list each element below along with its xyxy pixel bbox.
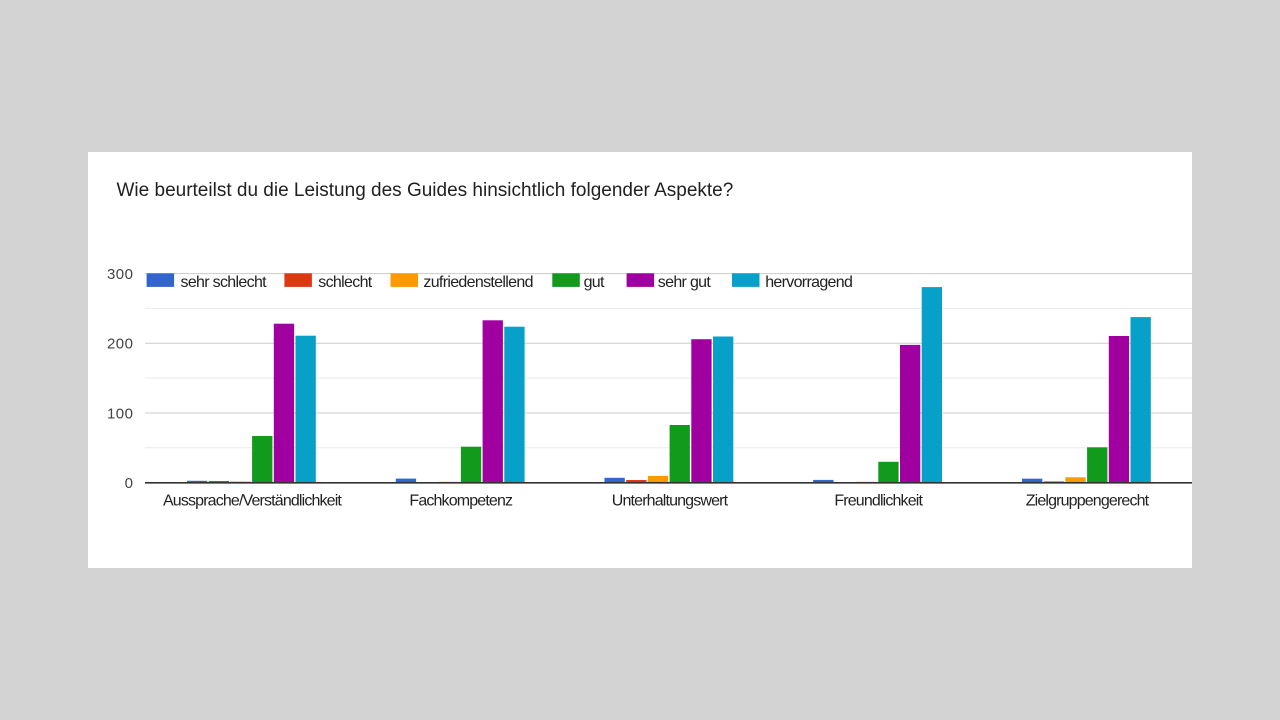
svg-text:Aussprache/Verständlichkeit: Aussprache/Verständlichkeit — [163, 492, 342, 509]
svg-text:schlecht: schlecht — [318, 273, 372, 290]
svg-text:zufriedenstellend: zufriedenstellend — [423, 273, 532, 290]
svg-text:200: 200 — [107, 335, 134, 352]
svg-text:sehr gut: sehr gut — [658, 273, 712, 290]
svg-text:gut: gut — [584, 273, 605, 290]
svg-text:Fachkompetenz: Fachkompetenz — [409, 492, 513, 509]
svg-text:sehr schlecht: sehr schlecht — [181, 273, 268, 290]
svg-text:Zielgruppengerecht: Zielgruppengerecht — [1026, 492, 1150, 509]
svg-text:Freundlichkeit: Freundlichkeit — [834, 492, 923, 509]
svg-text:hervorragend: hervorragend — [765, 273, 852, 290]
svg-text:0: 0 — [125, 475, 134, 492]
svg-text:Unterhaltungswert: Unterhaltungswert — [612, 492, 729, 509]
svg-text:300: 300 — [107, 266, 134, 283]
svg-text:100: 100 — [107, 405, 134, 422]
